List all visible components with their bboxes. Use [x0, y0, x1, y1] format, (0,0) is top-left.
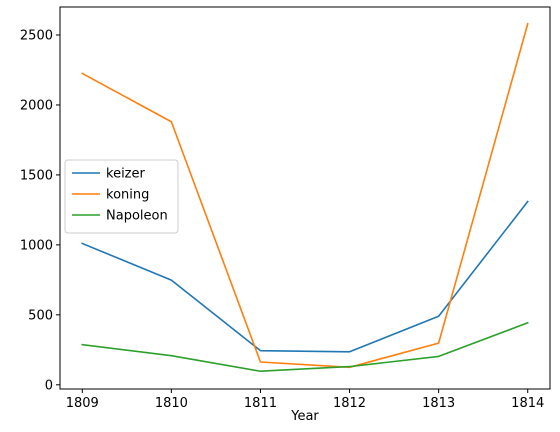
x-tick-label: 1814: [511, 396, 544, 411]
x-tick-label: 1810: [155, 396, 188, 411]
x-axis: 1809 1810 1811 1812 1813 1814: [66, 389, 544, 411]
x-tick-label: 1812: [333, 396, 366, 411]
legend-entry-koning: koning: [106, 188, 149, 203]
y-tick-label: 2500: [20, 28, 53, 43]
x-tick-label: 1809: [66, 396, 99, 411]
y-tick-label: 0: [45, 378, 53, 393]
y-axis: 0 500 1000 1500 2000 2500: [20, 28, 60, 393]
plot-frame: [59, 6, 551, 390]
y-tick-label: 2000: [20, 98, 53, 113]
legend-entry-napoleon: Napoleon: [106, 209, 168, 224]
y-tick-label: 1000: [20, 238, 53, 253]
legend: keizer koning Napoleon: [64, 159, 179, 234]
x-tick-label: 1811: [244, 396, 277, 411]
y-tick-label: 1500: [20, 168, 53, 183]
legend-entry-keizer: keizer: [106, 167, 145, 182]
x-axis-label: Year: [290, 409, 319, 424]
x-tick-label: 1813: [422, 396, 455, 411]
series-line-koning: [81, 22, 529, 369]
series-line-keizer: [81, 200, 529, 353]
series-line-napoleon: [81, 321, 529, 373]
series-lines: [81, 22, 529, 373]
y-tick-label: 500: [28, 308, 53, 323]
